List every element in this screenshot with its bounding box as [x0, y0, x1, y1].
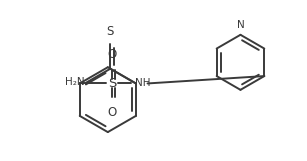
Text: NH: NH — [135, 78, 150, 88]
Text: O: O — [107, 48, 117, 61]
Text: S: S — [107, 25, 114, 38]
Text: N: N — [237, 20, 244, 30]
Text: H₂N: H₂N — [65, 77, 84, 87]
Text: O: O — [107, 106, 117, 119]
Text: S: S — [108, 77, 116, 90]
